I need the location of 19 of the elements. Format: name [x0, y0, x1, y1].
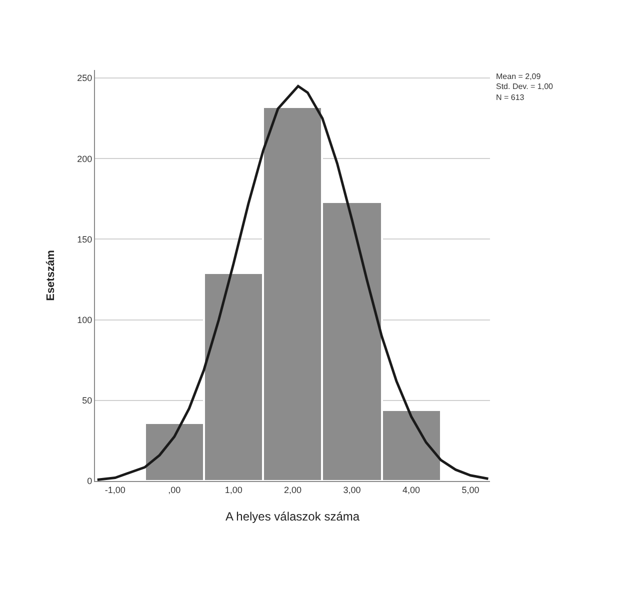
x-tick-label: 4,00 [402, 484, 420, 495]
x-axis-title: A helyes válaszok száma [225, 510, 360, 524]
x-tick-label: 5,00 [462, 484, 480, 495]
x-tick-label: 2,00 [284, 484, 302, 495]
y-tick-label: 100 [77, 314, 92, 325]
line-series [96, 84, 490, 481]
y-tick-label: 150 [77, 234, 92, 244]
x-tick-label: -1,00 [104, 484, 126, 495]
y-tick-label: 250 [77, 73, 92, 84]
text: N = 613 [496, 93, 525, 102]
x-tick-label: ,00 [168, 484, 181, 495]
y-tick-label: 50 [82, 396, 92, 406]
x-tick-label: 1,00 [224, 484, 242, 495]
x-tick-label: 3,00 [343, 484, 361, 495]
text: Std. Dev. = 1,00 [496, 82, 554, 91]
y-axis-title: Esetszám [44, 250, 57, 301]
y-tick-label: 200 [77, 154, 92, 164]
text: Mean = 2,09 [496, 72, 542, 81]
y-tick-label: 0 [87, 476, 92, 486]
